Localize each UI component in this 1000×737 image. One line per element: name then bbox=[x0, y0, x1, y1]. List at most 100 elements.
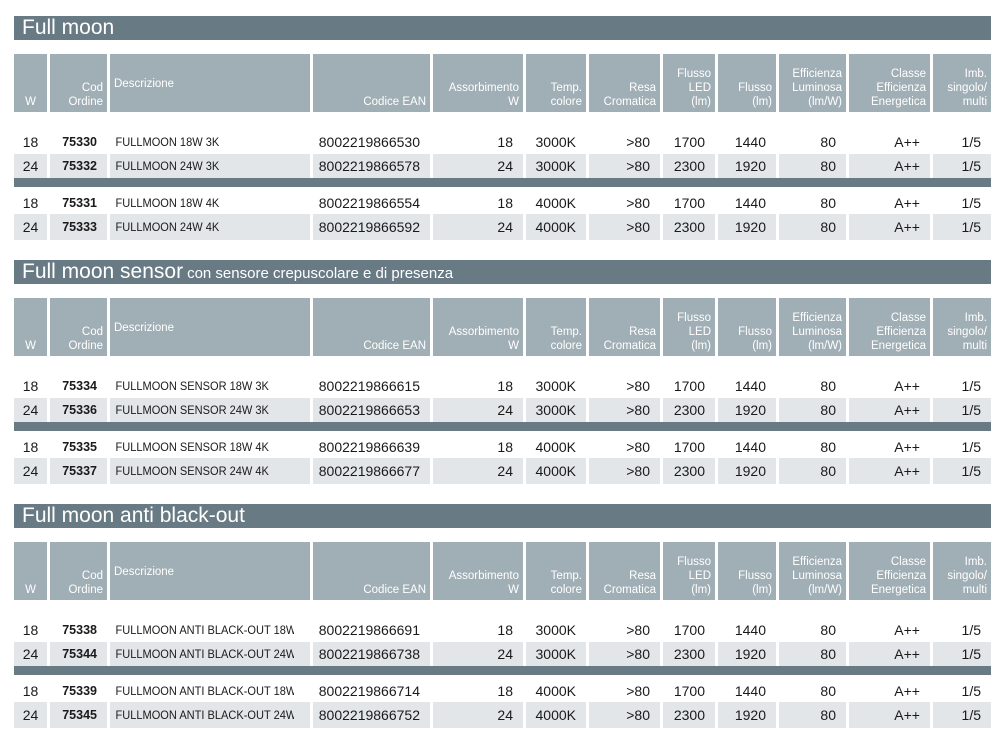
cell-w: 24 bbox=[22, 402, 39, 418]
column-header-w: W bbox=[14, 54, 47, 112]
column-divider bbox=[660, 398, 663, 422]
group-separator bbox=[14, 664, 991, 675]
cell-fled: 1700 bbox=[673, 622, 705, 638]
cell-cls: A++ bbox=[894, 378, 920, 394]
cell-cls: A++ bbox=[894, 219, 920, 235]
column-header-resa: Resa Cromatica bbox=[589, 298, 660, 356]
column-header-imb: Imb. singolo/multi bbox=[933, 54, 991, 112]
cell-desc: FULLMOON SENSOR 18W 4K bbox=[115, 440, 269, 454]
column-divider bbox=[586, 642, 589, 666]
cell-w: 24 bbox=[22, 219, 39, 235]
cell-desc: FULLMOON 18W 4K bbox=[115, 196, 220, 210]
cell-eff: 80 bbox=[820, 402, 836, 418]
cell-fled: 1700 bbox=[673, 378, 705, 394]
cell-fled: 2300 bbox=[673, 402, 705, 418]
column-header-line: Efficienza bbox=[792, 68, 842, 80]
column-header-cls: Classe Efficienza Energetica bbox=[849, 298, 930, 356]
column-divider bbox=[846, 702, 849, 728]
cell-flm: 1440 bbox=[734, 622, 766, 638]
cell-w: 24 bbox=[22, 707, 39, 723]
cell-cod: 75332 bbox=[62, 159, 97, 173]
cell-ass: 24 bbox=[497, 646, 513, 662]
cell-flm: 1440 bbox=[734, 683, 766, 699]
column-divider bbox=[310, 642, 313, 666]
cell-ean: 8002219866691 bbox=[318, 622, 420, 638]
cell-w: 18 bbox=[22, 378, 39, 394]
cell-w: 24 bbox=[22, 158, 39, 174]
section-title-bar: Full moon sensor con sensore crepuscolare… bbox=[14, 260, 991, 284]
column-header-line: Cod bbox=[81, 570, 103, 582]
cell-cod: 75331 bbox=[62, 196, 97, 210]
column-header-w: W bbox=[14, 542, 47, 600]
column-header-line: Luminosa bbox=[792, 326, 842, 338]
column-divider bbox=[47, 702, 50, 728]
table-row: 18 75339 FULLMOON ANTI BLACK-OUT 18W 4K 800… bbox=[14, 678, 991, 704]
column-header-line: Classe bbox=[890, 556, 926, 568]
cell-cls: A++ bbox=[894, 195, 920, 211]
cell-imb: 1/5 bbox=[961, 439, 981, 455]
column-header-ass: Assorbimento W bbox=[433, 54, 523, 112]
column-header-line: Imb. bbox=[964, 556, 987, 568]
cell-desc: FULLMOON SENSOR 24W 3K bbox=[115, 403, 269, 417]
cell-ean: 8002219866639 bbox=[318, 439, 420, 455]
column-divider bbox=[47, 214, 50, 240]
column-divider bbox=[776, 702, 779, 728]
cell-eff: 80 bbox=[820, 707, 836, 723]
column-header-cod: Cod Ordine bbox=[50, 542, 107, 600]
column-divider bbox=[715, 642, 718, 666]
column-header-line: (lm) bbox=[752, 96, 772, 108]
cell-ass: 24 bbox=[497, 158, 513, 174]
cell-resa: >80 bbox=[626, 707, 650, 723]
cell-resa: >80 bbox=[626, 134, 650, 150]
column-divider bbox=[930, 214, 933, 240]
column-divider bbox=[47, 458, 50, 484]
column-header-line: Descrizione bbox=[114, 78, 175, 90]
cell-resa: >80 bbox=[626, 195, 650, 211]
cell-eff: 80 bbox=[820, 219, 836, 235]
column-header-line: Energetica bbox=[871, 96, 926, 108]
column-divider bbox=[930, 154, 933, 178]
column-divider bbox=[660, 458, 663, 484]
column-divider bbox=[430, 154, 433, 178]
column-divider bbox=[107, 642, 110, 666]
cell-flm: 1440 bbox=[734, 439, 766, 455]
column-divider bbox=[930, 642, 933, 666]
column-header-line: Cod bbox=[81, 326, 103, 338]
cell-imb: 1/5 bbox=[961, 646, 981, 662]
group-separator bbox=[14, 420, 991, 431]
cell-eff: 80 bbox=[820, 378, 836, 394]
column-header-line: Efficienza bbox=[876, 326, 926, 338]
table-row: 24 75345 FULLMOON ANTI BLACK-OUT 24W 4K 800… bbox=[14, 702, 991, 728]
column-divider bbox=[930, 458, 933, 484]
cell-temp: 4000K bbox=[535, 463, 576, 479]
column-header-line: Efficienza bbox=[876, 570, 926, 582]
column-header-line: Cod bbox=[81, 82, 103, 94]
column-header-resa: Resa Cromatica bbox=[589, 54, 660, 112]
table-section: Full moon anti black-out W Cod Ordine Descri… bbox=[0, 504, 1000, 734]
table-row: 18 75338 FULLMOON ANTI BLACK-OUT 18W 3K 800… bbox=[14, 618, 991, 642]
cell-cod: 75336 bbox=[62, 403, 97, 417]
cell-desc: FULLMOON ANTI BLACK-OUT 18W 4K bbox=[115, 684, 294, 698]
cell-ean: 8002219866738 bbox=[318, 646, 420, 662]
column-header-line: Flusso bbox=[738, 326, 772, 338]
column-header-fled: Flusso LED (lm) bbox=[663, 542, 715, 600]
column-divider bbox=[310, 458, 313, 484]
column-header-desc: Descrizione bbox=[110, 542, 310, 600]
cell-w: 18 bbox=[22, 683, 39, 699]
cell-w: 18 bbox=[22, 622, 39, 638]
cell-ean: 8002219866677 bbox=[318, 463, 420, 479]
cell-imb: 1/5 bbox=[961, 378, 981, 394]
column-divider bbox=[930, 702, 933, 728]
table-section: Full moon W Cod Ordine Descrizione Codice EAN… bbox=[0, 16, 1000, 246]
column-divider bbox=[430, 214, 433, 240]
column-divider bbox=[430, 642, 433, 666]
cell-flm: 1440 bbox=[734, 378, 766, 394]
cell-resa: >80 bbox=[626, 646, 650, 662]
column-header-line: Efficienza bbox=[792, 556, 842, 568]
column-header-flm: Flusso (lm) bbox=[718, 542, 776, 600]
column-divider bbox=[715, 398, 718, 422]
cell-desc: FULLMOON SENSOR 24W 4K bbox=[115, 464, 269, 478]
column-header-line: Ordine bbox=[68, 96, 103, 108]
column-divider bbox=[586, 458, 589, 484]
column-divider bbox=[776, 398, 779, 422]
